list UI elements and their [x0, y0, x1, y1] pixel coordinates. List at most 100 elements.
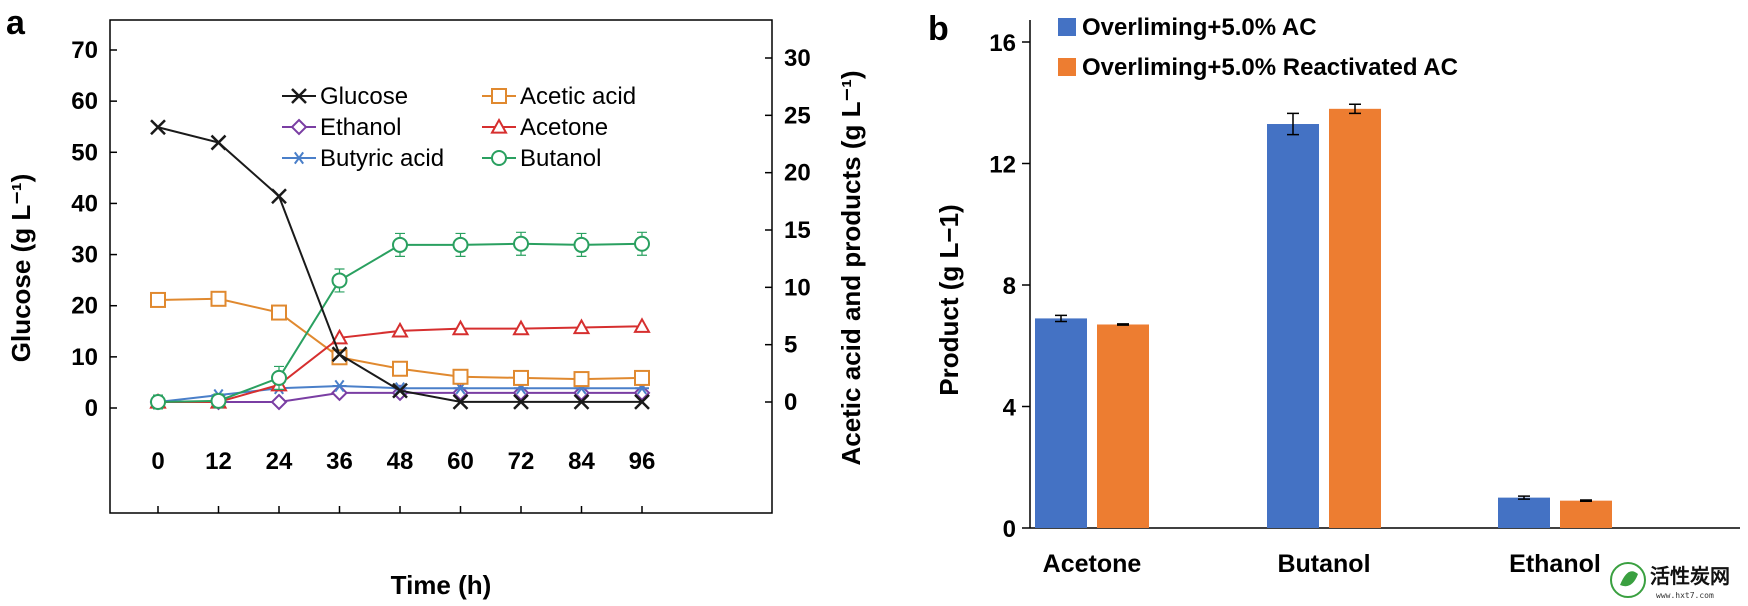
data-point-butyric-acid — [332, 379, 347, 393]
data-point-acetic-acid — [392, 360, 408, 377]
legend-marker-butanol — [491, 150, 507, 166]
x-tick-label: 48 — [387, 448, 414, 475]
data-point-butanol — [210, 392, 227, 409]
legend-label: Butyric acid — [320, 145, 444, 172]
legend-label: Acetic acid — [520, 83, 636, 110]
bar-error-bar — [1349, 103, 1361, 115]
data-point-acetone — [572, 318, 591, 335]
legend-marker-ethanol — [290, 118, 308, 136]
panel-a-x-axis-title: Time (h) — [391, 570, 492, 600]
series-butanol — [150, 231, 650, 410]
data-point-acetone — [391, 321, 409, 338]
x-tick-label: 12 — [205, 448, 232, 475]
b-category-label: Acetone — [1043, 550, 1142, 578]
panel-b-y-axis-title: Product (g L−1) — [934, 204, 964, 395]
x-tick-label: 72 — [508, 448, 535, 475]
bar-error-bar — [1055, 314, 1067, 323]
b-y-tick-label: 4 — [1003, 395, 1017, 422]
data-point-acetic-acid — [573, 371, 590, 388]
data-point-glucose — [150, 119, 166, 136]
data-point-butanol — [331, 272, 348, 289]
left-y-tick-label: 0 — [85, 395, 98, 422]
x-tick-label: 24 — [266, 448, 293, 475]
panel-a-left-y-axis-title: Glucose (g L⁻¹) — [6, 174, 36, 363]
data-point-butanol — [150, 394, 166, 410]
legend-marker-acetic-acid — [491, 88, 507, 104]
series-acetic-acid — [150, 290, 650, 388]
x-tick-label: 84 — [568, 448, 595, 475]
b-category-label: Ethanol — [1509, 550, 1601, 578]
bar-ethanol-series-1 — [1498, 497, 1550, 528]
legend-label: Ethanol — [320, 114, 401, 141]
data-point-acetic-acid — [271, 304, 287, 321]
watermark-subtitle: www.hxt7.com — [1656, 591, 1714, 600]
watermark-logo: 活性炭网 www.hxt7.com — [1610, 562, 1730, 600]
data-point-ethanol — [633, 384, 651, 402]
bar-butanol-series-2 — [1329, 108, 1381, 528]
legend-item-butanol: Butanol — [482, 145, 601, 172]
bar-error-bar — [1287, 112, 1299, 136]
panel-a-frame — [109, 19, 773, 514]
data-point-ethanol — [331, 384, 348, 402]
data-point-butanol — [573, 236, 590, 253]
right-y-tick-label: 10 — [784, 274, 811, 301]
legend-item-butyric-acid: Butyric acid — [282, 145, 444, 172]
panel-b-bar-chart: 0 4 8 12 16 Acetone Butanol Ethanol Overliming… — [934, 14, 1740, 578]
b-category-label: Butanol — [1277, 550, 1370, 578]
data-point-glucose — [331, 346, 348, 363]
panel-a-right-y-axis-title: Acetic acid and products (g L⁻¹) — [836, 70, 866, 465]
data-point-ethanol — [512, 384, 530, 402]
data-point-glucose — [452, 393, 469, 410]
left-y-tick-label: 10 — [71, 344, 98, 371]
b-legend-item-2: Overliming+5.0% Reactivated AC — [1058, 54, 1458, 81]
x-tick-label: 0 — [151, 448, 164, 475]
panel-b-letter: b — [928, 10, 949, 48]
legend-label: Butanol — [520, 145, 601, 172]
legend-marker-acetone — [490, 117, 508, 134]
data-point-butanol — [271, 369, 287, 386]
bar-butanol-series-1 — [1267, 124, 1319, 528]
left-y-tick-label: 50 — [71, 139, 98, 166]
b-y-tick-label: 12 — [989, 152, 1016, 179]
legend-label: Overliming+5.0% AC — [1082, 14, 1317, 41]
data-point-glucose — [634, 393, 650, 410]
x-tick-label: 96 — [629, 448, 656, 475]
right-y-tick-label: 25 — [784, 102, 811, 129]
data-point-butanol — [513, 235, 529, 252]
bar-error-bar — [1117, 323, 1129, 326]
panel-a-line-chart: 0 10 20 30 40 50 60 70 0 5 10 15 20 25 30 0 12 24 36 48 60… — [6, 19, 866, 600]
left-y-tick-label: 30 — [71, 242, 98, 269]
data-point-acetone — [330, 328, 349, 345]
bar-ethanol-series-2 — [1560, 500, 1612, 528]
right-y-tick-label: 20 — [784, 160, 811, 187]
legend-label: Overliming+5.0% Reactivated AC — [1082, 54, 1458, 81]
left-y-tick-label: 20 — [71, 293, 98, 320]
x-tick-label: 60 — [447, 448, 474, 475]
b-y-tick-label: 8 — [1003, 273, 1016, 300]
data-point-butanol — [634, 235, 650, 252]
legend-item-acetone: Acetone — [482, 114, 608, 141]
bar-acetone-series-2 — [1097, 324, 1149, 528]
b-legend-item-1: Overliming+5.0% AC — [1058, 14, 1317, 41]
bar-acetone-series-1 — [1035, 318, 1087, 528]
legend-label: Glucose — [320, 83, 408, 110]
bar-error-bar — [1518, 495, 1530, 500]
right-y-tick-label: 15 — [784, 217, 811, 244]
data-point-glucose — [392, 382, 408, 399]
data-point-ethanol — [452, 384, 469, 402]
data-point-acetic-acid — [513, 369, 529, 386]
data-point-acetic-acid — [452, 368, 469, 385]
legend-swatch — [1058, 58, 1076, 76]
leaf-shape — [1620, 571, 1638, 587]
data-point-glucose — [573, 393, 590, 410]
data-point-acetone — [633, 317, 651, 333]
data-point-ethanol — [573, 384, 590, 402]
legend-marker-butyric-acid — [292, 151, 306, 165]
data-point-acetone — [451, 319, 470, 336]
data-point-ethanol — [270, 393, 288, 411]
left-y-tick-label: 60 — [71, 88, 98, 115]
legend-marker-glucose — [291, 88, 307, 104]
left-y-tick-label: 70 — [71, 37, 98, 64]
data-point-acetic-acid — [634, 369, 650, 386]
